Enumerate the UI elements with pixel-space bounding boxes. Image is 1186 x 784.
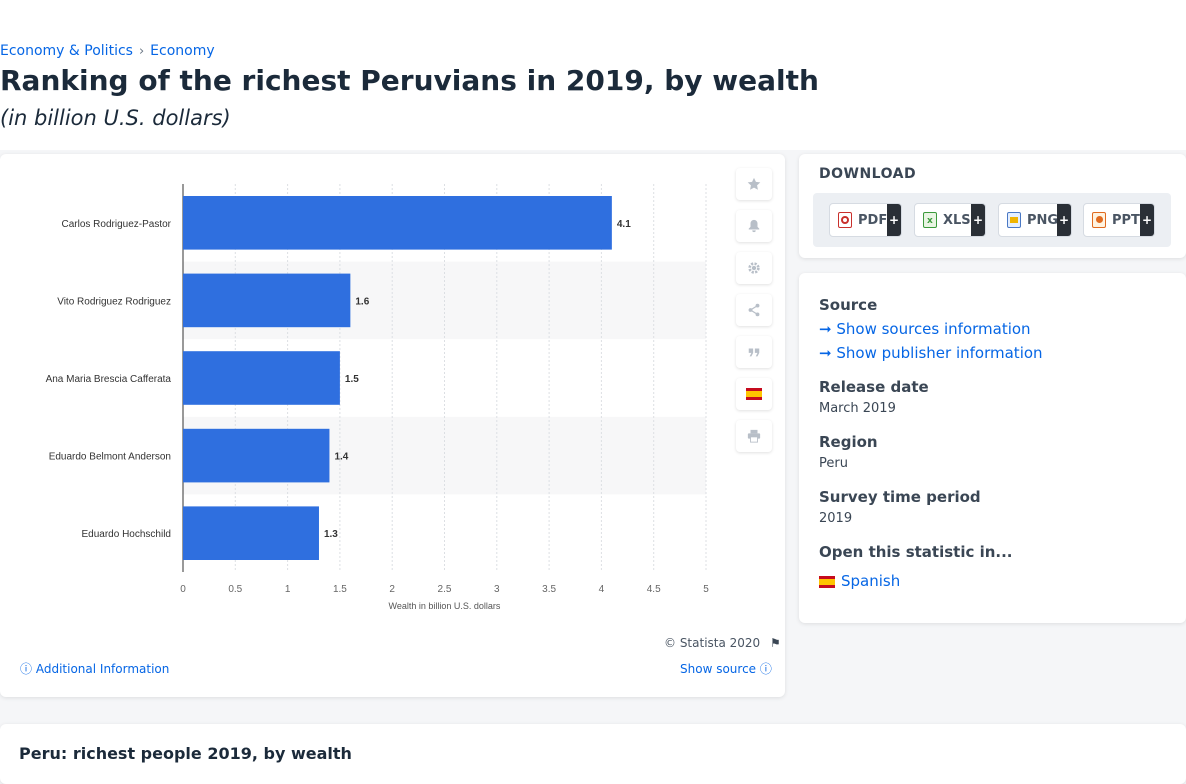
release-date-value: March 2019 xyxy=(819,401,896,416)
download-xls-button[interactable]: x XLS + xyxy=(914,203,986,237)
download-xls-plus[interactable]: + xyxy=(971,204,985,236)
ppt-file-icon xyxy=(1092,212,1106,228)
arrow-right-icon: ➞ xyxy=(819,320,832,338)
show-publisher-label: Show publisher information xyxy=(836,344,1043,362)
bar-chart: 0 0.5 1 1.5 2 2.5 3 3.5 4 4.5 5 4.1 Carlos Rodriguez… xyxy=(46,184,709,611)
chart-toolbar xyxy=(736,168,772,462)
bar xyxy=(183,506,319,560)
quote-icon[interactable] xyxy=(736,336,772,368)
download-ppt-button[interactable]: PPT + xyxy=(1083,203,1155,237)
bar xyxy=(183,273,351,328)
bar xyxy=(183,351,340,405)
additional-information-label: Additional Information xyxy=(35,662,170,676)
page-title: Ranking of the richest Peruvians in 2019… xyxy=(0,64,819,97)
survey-period-heading: Survey time period xyxy=(819,488,981,506)
x-axis-title: Wealth in billion U.S. dollars xyxy=(389,601,501,611)
show-sources-link[interactable]: ➞ Show sources information xyxy=(819,320,1031,338)
download-png-plus[interactable]: + xyxy=(1057,204,1071,236)
open-spanish-label: Spanish xyxy=(841,572,901,590)
breadcrumb-separator: › xyxy=(138,43,145,59)
source-heading: Source xyxy=(819,296,878,314)
share-icon[interactable] xyxy=(736,294,772,326)
copyright-text: © Statista 2020 xyxy=(664,636,761,650)
breadcrumb: Economy & Politics › Economy xyxy=(0,43,215,59)
bar-value-label: 4.1 xyxy=(617,219,631,230)
x-tick-label: 1.5 xyxy=(333,584,347,595)
bar-value-label: 1.4 xyxy=(334,452,348,463)
x-tick-label: 3.5 xyxy=(542,584,556,595)
breadcrumb-economy[interactable]: Economy xyxy=(150,43,215,59)
page-subtitle: (in billion U.S. dollars) xyxy=(0,106,231,130)
flag-icon[interactable]: ⚑ xyxy=(770,636,781,650)
bar-value-label: 1.6 xyxy=(355,296,369,307)
png-file-icon xyxy=(1007,212,1021,228)
x-tick-label: 2 xyxy=(389,584,395,595)
bar-value-label: 1.3 xyxy=(324,529,338,540)
spain-flag-icon xyxy=(819,575,835,588)
download-ppt-plus[interactable]: + xyxy=(1140,204,1154,236)
download-ppt-label: PPT xyxy=(1112,212,1140,228)
download-title: DOWNLOAD xyxy=(819,166,917,182)
open-spanish-link[interactable]: Spanish xyxy=(819,572,900,590)
bar-value-label: 1.5 xyxy=(345,374,359,385)
download-pdf-plus[interactable]: + xyxy=(887,204,901,236)
x-tick-label: 5 xyxy=(703,584,709,595)
bar xyxy=(183,196,612,250)
x-tick-label: 0.5 xyxy=(228,584,242,595)
show-publisher-link[interactable]: ➞ Show publisher information xyxy=(819,344,1043,362)
show-source-link[interactable]: Show source ⓘ xyxy=(680,660,772,677)
bar xyxy=(183,428,330,483)
info-icon: ⓘ xyxy=(759,662,772,676)
survey-period-value: 2019 xyxy=(819,511,853,526)
x-tick-label: 4.5 xyxy=(647,584,661,595)
xls-file-icon: x xyxy=(923,212,937,228)
region-value: Peru xyxy=(819,456,848,471)
download-xls-label: XLS xyxy=(943,212,971,228)
category-label: Eduardo Hochschild xyxy=(82,529,172,540)
arrow-right-icon: ➞ xyxy=(819,344,832,362)
x-tick-label: 0 xyxy=(180,584,186,595)
category-label: Ana Maria Brescia Cafferata xyxy=(46,374,172,385)
star-icon[interactable] xyxy=(736,168,772,200)
category-label: Eduardo Belmont Anderson xyxy=(49,452,171,463)
copyright: © Statista 2020 ⚑ xyxy=(664,636,781,650)
breadcrumb-economy-politics[interactable]: Economy & Politics xyxy=(0,43,133,59)
region-heading: Region xyxy=(819,433,878,451)
open-statistic-heading: Open this statistic in... xyxy=(819,543,1013,561)
x-tick-label: 4 xyxy=(599,584,605,595)
additional-information-link[interactable]: ⓘ Additional Information xyxy=(20,660,169,677)
show-sources-label: Show sources information xyxy=(836,320,1031,338)
download-png-button[interactable]: PNG + xyxy=(998,203,1072,237)
related-title: Peru: richest people 2019, by wealth xyxy=(19,744,352,763)
category-label: Vito Rodriguez Rodriguez xyxy=(57,296,171,307)
bell-icon[interactable] xyxy=(736,210,772,242)
gear-icon[interactable] xyxy=(736,252,772,284)
download-pdf-label: PDF xyxy=(858,212,888,228)
x-tick-label: 2.5 xyxy=(438,584,452,595)
category-label: Carlos Rodriguez-Pastor xyxy=(62,219,172,230)
download-pdf-button[interactable]: PDF + xyxy=(829,203,902,237)
pdf-file-icon xyxy=(838,212,852,228)
download-png-label: PNG xyxy=(1027,212,1059,228)
spain-flag-icon[interactable] xyxy=(736,378,772,410)
info-card xyxy=(799,273,1186,623)
x-tick-label: 1 xyxy=(285,584,291,595)
print-icon[interactable] xyxy=(736,420,772,452)
info-icon: ⓘ xyxy=(20,662,33,676)
x-tick-label: 3 xyxy=(494,584,500,595)
show-source-label: Show source xyxy=(680,662,757,676)
release-date-heading: Release date xyxy=(819,378,929,396)
header-background xyxy=(0,0,1186,150)
